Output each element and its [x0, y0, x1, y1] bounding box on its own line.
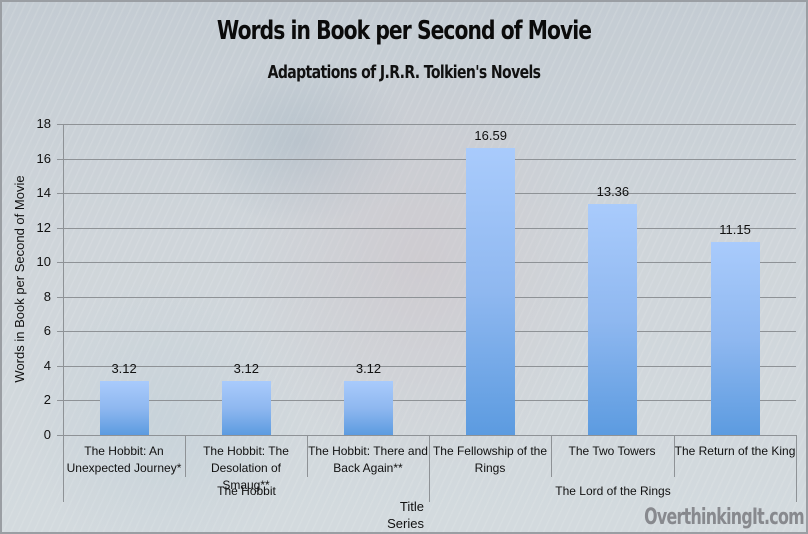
bar-fellowship-of-the-ring[interactable]: [466, 148, 516, 435]
gridline-4: [57, 365, 796, 367]
chart-subtitle: Adaptations of J.R.R. Tolkien's Novels: [267, 62, 541, 83]
x-axis-title-series: Series: [387, 516, 424, 531]
bar-value-label: 3.12: [111, 361, 137, 376]
bar-value-label: 3.12: [355, 361, 382, 376]
category-label: The Hobbit: An Unexpected Journey*: [66, 444, 182, 475]
gridline-8: [57, 296, 796, 298]
y-tick-label: 2: [43, 392, 51, 408]
category-label: The Hobbit: The Desolation of Smaug**: [203, 444, 289, 492]
bar-return-of-the-king[interactable]: [710, 242, 760, 435]
series-divider: [429, 435, 430, 502]
bar-two-towers[interactable]: [588, 204, 638, 435]
bar-value-label: 3.12: [233, 361, 259, 376]
y-tick-label: 16: [36, 150, 51, 166]
y-tick-label: 14: [36, 185, 51, 201]
gridline-6: [57, 331, 796, 333]
plot-area: 0 2 4 6 8 10 12 14 16 18 3.12 3.12 3.12 …: [37, 116, 796, 442]
y-tick-label: 6: [43, 323, 51, 339]
y-tick-label: 12: [36, 219, 51, 235]
watermark-logo: OverthinkingIt.com: [644, 505, 805, 530]
gridline-14: [57, 193, 796, 195]
y-tick-label: 0: [43, 427, 51, 442]
y-axis-line: [63, 124, 64, 502]
bar-value-label: 13.36: [596, 184, 630, 199]
bar-value-label: 11.15: [719, 222, 751, 237]
category-divider: [674, 435, 675, 477]
y-tick-label: 4: [43, 357, 51, 373]
category-divider: [185, 435, 186, 477]
bar-hobbit-desolation-of-smaug[interactable]: [221, 381, 271, 435]
series-label-lotr: The Lord of the Rings: [555, 484, 671, 498]
bar-value-label: 16.59: [474, 128, 507, 143]
category-label: The Return of the King: [674, 444, 796, 458]
gridline-2: [57, 400, 796, 402]
gridline-16: [57, 158, 796, 160]
gridline-0: [57, 435, 796, 436]
category-label: The Two Towers: [568, 444, 656, 458]
category-label: The Hobbit: There and Back Again**: [308, 444, 428, 475]
gridline-18: [57, 124, 796, 125]
bar-hobbit-unexpected-journey[interactable]: [99, 381, 149, 435]
series-label-hobbit: The Hobbit: [217, 484, 276, 498]
x-axis-title-title: Title: [399, 499, 424, 514]
category-divider: [551, 435, 552, 477]
series-divider: [796, 435, 797, 502]
bar-hobbit-there-and-back-again[interactable]: [344, 381, 393, 435]
gridline-12: [57, 227, 796, 229]
category-divider: [307, 435, 308, 477]
category-label: The Fellowship of the Rings: [432, 444, 548, 475]
y-tick-label: 18: [36, 116, 51, 131]
chart-title: Words in Book per Second of Movie: [216, 16, 592, 46]
gridline-10: [57, 262, 796, 264]
y-tick-label: 10: [36, 254, 51, 270]
y-tick-label: 8: [43, 288, 51, 304]
